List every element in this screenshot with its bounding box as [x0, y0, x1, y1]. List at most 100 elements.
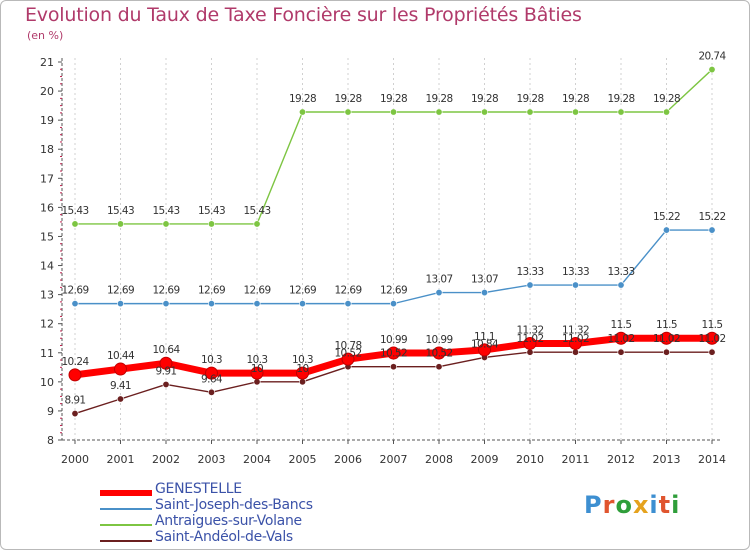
logo-letter: r: [602, 491, 616, 519]
data-point-antraigues-sur-volane-2000: [71, 220, 79, 228]
y-tick-label-19: 19: [40, 114, 54, 127]
data-label-antraigues-sur-volane-2014: 20.74: [698, 51, 726, 63]
y-tick-label-8: 8: [47, 434, 54, 447]
data-point-antraigues-sur-volane-2009: [480, 108, 488, 116]
y-tick-label-11: 11: [40, 347, 54, 360]
data-label-saint-joseph-des-bancs-2010: 13.33: [516, 266, 543, 278]
data-point-genestelle-2014: [705, 331, 719, 345]
x-tick-label-2009: 2009: [471, 453, 499, 466]
data-label-genestelle-2005: 10.3: [292, 354, 313, 366]
data-label-genestelle-2011: 11.32: [562, 324, 589, 336]
y-tick-label-20: 20: [40, 85, 54, 98]
data-point-genestelle-2005: [296, 366, 309, 380]
data-label-antraigues-sur-volane-2000: 15.43: [61, 205, 88, 217]
data-label-antraigues-sur-volane-2011: 19.28: [562, 93, 589, 105]
chart-title: Evolution du Taux de Taxe Foncière sur l…: [25, 4, 582, 26]
data-point-saint-joseph-des-bancs-2003: [208, 300, 216, 308]
data-label-saint-joseph-des-bancs-2004: 12.69: [243, 285, 270, 297]
y-tick-label-21: 21: [40, 56, 54, 69]
y-tick-label-10: 10: [40, 376, 54, 389]
data-point-saint-andeol-de-vals-2012: [617, 348, 625, 356]
data-label-antraigues-sur-volane-2002: 15.43: [152, 205, 179, 217]
data-label-saint-joseph-des-bancs-2007: 12.69: [380, 285, 407, 297]
data-label-antraigues-sur-volane-2004: 15.43: [243, 205, 270, 217]
data-point-genestelle-2009: [478, 343, 491, 357]
data-point-saint-andeol-de-vals-2003: [208, 388, 216, 396]
data-point-saint-andeol-de-vals-2001: [117, 395, 125, 403]
x-tick-label-2012: 2012: [607, 453, 635, 466]
logo-letter: P: [584, 491, 603, 519]
data-label-antraigues-sur-volane-2007: 19.28: [380, 93, 407, 105]
data-label-genestelle-2006: 10.78: [334, 340, 361, 352]
x-tick-label-2011: 2011: [562, 453, 590, 466]
legend-swatch-genestelle: [100, 490, 152, 496]
data-point-saint-andeol-de-vals-2008: [435, 363, 443, 371]
x-tick-label-2014: 2014: [698, 453, 726, 466]
data-point-genestelle-2003: [205, 366, 218, 380]
data-point-antraigues-sur-volane-2008: [435, 108, 443, 116]
data-point-saint-joseph-des-bancs-2009: [480, 289, 488, 297]
y-tick-label-17: 17: [40, 172, 54, 185]
data-point-antraigues-sur-volane-2005: [298, 108, 306, 116]
data-point-saint-andeol-de-vals-2014: [708, 348, 716, 356]
data-point-antraigues-sur-volane-2011: [571, 108, 579, 116]
logo-letter: o: [615, 491, 633, 519]
data-label-genestelle-2010: 11.32: [516, 324, 543, 336]
data-label-saint-andeol-de-vals-2006: 10.52: [334, 348, 361, 360]
data-label-antraigues-sur-volane-2001: 15.43: [107, 205, 134, 217]
data-point-saint-andeol-de-vals-2007: [389, 363, 397, 371]
data-point-saint-joseph-des-bancs-2000: [71, 300, 79, 308]
data-label-genestelle-2012: 11.5: [611, 319, 632, 331]
data-label-saint-andeol-de-vals-2013: 11.02: [653, 333, 680, 345]
data-label-genestelle-2007: 10.99: [380, 334, 407, 346]
data-label-saint-joseph-des-bancs-2006: 12.69: [334, 285, 361, 297]
data-label-antraigues-sur-volane-2008: 19.28: [425, 93, 452, 105]
data-label-saint-joseph-des-bancs-2009: 13.07: [471, 274, 498, 286]
data-label-saint-andeol-de-vals-2012: 11.02: [607, 333, 634, 345]
data-label-antraigues-sur-volane-2009: 19.28: [471, 93, 498, 105]
data-label-saint-andeol-de-vals-2010: 11.02: [516, 333, 543, 345]
y-tick-label-13: 13: [40, 289, 54, 302]
x-tick-label-2010: 2010: [516, 453, 544, 466]
x-tick-label-2001: 2001: [107, 453, 135, 466]
data-point-saint-joseph-des-bancs-2011: [571, 281, 579, 289]
legend-label-saint-joseph-des-bancs: Saint-Joseph-des-Bancs: [155, 497, 313, 513]
y-tick-label-15: 15: [40, 230, 54, 243]
data-point-saint-andeol-de-vals-2000: [71, 410, 79, 418]
data-point-antraigues-sur-volane-2012: [617, 108, 625, 116]
data-point-antraigues-sur-volane-2007: [389, 108, 397, 116]
data-label-genestelle-2014: 11.5: [702, 319, 723, 331]
data-point-saint-joseph-des-bancs-2006: [344, 300, 352, 308]
x-tick-label-2007: 2007: [380, 453, 408, 466]
data-label-antraigues-sur-volane-2006: 19.28: [334, 93, 361, 105]
data-label-genestelle-2009: 11.1: [474, 331, 495, 343]
y-tick-label-14: 14: [40, 260, 54, 273]
data-label-saint-joseph-des-bancs-2012: 13.33: [607, 266, 634, 278]
legend-swatch-antraigues-sur-volane: [100, 524, 152, 526]
data-label-genestelle-2001: 10.44: [107, 350, 135, 362]
legend-label-saint-andeol-de-vals: Saint-Andéol-de-Vals: [155, 529, 293, 545]
data-point-antraigues-sur-volane-2014: [708, 66, 716, 74]
data-label-saint-joseph-des-bancs-2001: 12.69: [107, 285, 134, 297]
data-point-saint-joseph-des-bancs-2005: [298, 300, 306, 308]
data-label-antraigues-sur-volane-2005: 19.28: [289, 93, 316, 105]
x-tick-label-2000: 2000: [61, 453, 89, 466]
data-label-saint-joseph-des-bancs-2008: 13.07: [425, 274, 452, 286]
data-point-genestelle-2002: [159, 356, 173, 370]
data-label-antraigues-sur-volane-2013: 19.28: [653, 93, 680, 105]
data-label-antraigues-sur-volane-2003: 15.43: [198, 205, 225, 217]
data-label-saint-andeol-de-vals-2009: 10.84: [471, 338, 499, 350]
data-point-genestelle-2006: [341, 352, 355, 366]
data-label-saint-joseph-des-bancs-2014: 15.22: [698, 211, 725, 223]
data-label-saint-andeol-de-vals-2001: 9.41: [110, 380, 131, 392]
data-label-genestelle-2004: 10.3: [247, 354, 268, 366]
data-label-saint-joseph-des-bancs-2005: 12.69: [289, 285, 316, 297]
legend-swatch-saint-andeol-de-vals: [100, 540, 152, 542]
x-tick-label-2008: 2008: [425, 453, 453, 466]
data-point-saint-joseph-des-bancs-2007: [389, 300, 397, 308]
data-label-saint-joseph-des-bancs-2013: 15.22: [653, 211, 680, 223]
data-label-genestelle-2008: 10.99: [425, 334, 452, 346]
data-label-genestelle-2013: 11.5: [656, 319, 677, 331]
